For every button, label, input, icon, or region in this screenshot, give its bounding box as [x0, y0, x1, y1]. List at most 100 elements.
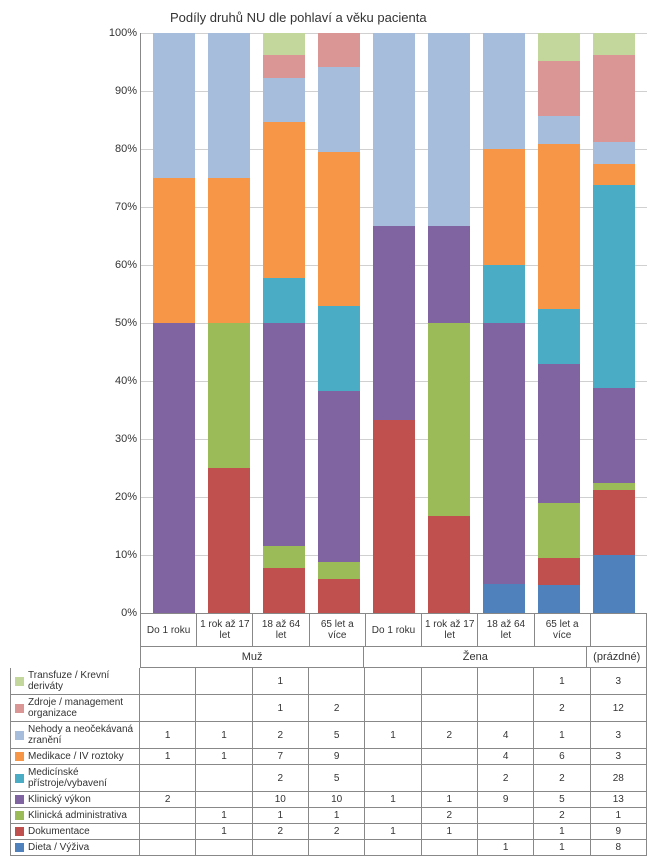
legend-row-Nehody: Nehody a neočekávaná zranění — [10, 722, 140, 749]
stacked-bar — [153, 33, 195, 613]
legend-swatch — [15, 704, 24, 713]
table-value — [196, 695, 252, 722]
bar-segment-Dokumentace — [263, 568, 305, 613]
legend-label: Transfuze / Krevní deriváty — [28, 670, 135, 692]
legend-row-Dokumentace: Dokumentace — [10, 824, 140, 840]
table-value: 1 — [253, 808, 309, 824]
table-value: 9 — [478, 792, 534, 808]
bar-segment-Medikace — [153, 178, 195, 323]
y-tick-label: 100% — [103, 27, 137, 39]
bar-segment-KlinVykon — [428, 226, 470, 323]
bar-segment-Dieta — [483, 584, 525, 613]
y-tick-label: 10% — [103, 549, 137, 561]
bar-segment-Dokumentace — [318, 579, 360, 613]
bar-segment-KlinAdmin — [593, 483, 635, 490]
bar-segment-KlinVykon — [263, 323, 305, 546]
x-group-label: Muž — [140, 647, 363, 668]
legend-swatch — [15, 811, 24, 820]
table-value: 3 — [591, 722, 647, 749]
x-category-label: 18 až 64 let — [252, 614, 308, 647]
bar-segment-Nehody — [318, 67, 360, 152]
bar-segment-KlinVykon — [483, 323, 525, 584]
bar-segment-Nehody — [373, 33, 415, 226]
table-value: 1 — [196, 808, 252, 824]
table-value: 9 — [591, 824, 647, 840]
bar-segment-Dokumentace — [373, 420, 415, 613]
x-category-label: Do 1 roku — [140, 614, 196, 647]
table-value: 5 — [309, 722, 365, 749]
table-value: 2 — [534, 808, 590, 824]
table-value — [140, 765, 196, 792]
table-value: 12 — [591, 695, 647, 722]
legend-swatch — [15, 774, 24, 783]
table-value: 1 — [140, 749, 196, 765]
bar-segment-MedPrist — [263, 278, 305, 323]
legend-label: Zdroje / management organizace — [28, 697, 135, 719]
legend-label: Medikace / IV roztoky — [28, 751, 124, 762]
table-value: 10 — [253, 792, 309, 808]
table-value — [365, 808, 421, 824]
table-value: 1 — [140, 722, 196, 749]
bar-segment-Dokumentace — [208, 468, 250, 613]
legend-row-Transfuze: Transfuze / Krevní deriváty — [10, 668, 140, 695]
table-value: 2 — [253, 722, 309, 749]
table-value: 1 — [534, 824, 590, 840]
bar-segment-Medikace — [538, 144, 580, 310]
bar-segment-KlinAdmin — [538, 503, 580, 558]
table-value — [478, 808, 534, 824]
y-tick-label: 0% — [103, 607, 137, 619]
bar-segment-KlinVykon — [373, 226, 415, 419]
table-value: 1 — [534, 722, 590, 749]
table-value — [140, 668, 196, 695]
table-value: 9 — [309, 749, 365, 765]
table-value — [196, 792, 252, 808]
table-value: 1 — [196, 749, 252, 765]
table-value — [365, 840, 421, 856]
bar-segment-KlinAdmin — [208, 323, 250, 468]
x-category-label — [590, 614, 647, 647]
table-value — [365, 765, 421, 792]
table-value — [140, 808, 196, 824]
chart-title: Podíly druhů NU dle pohlaví a věku pacie… — [10, 10, 657, 25]
table-value: 5 — [534, 792, 590, 808]
legend-swatch — [15, 731, 24, 740]
bar-segment-Nehody — [483, 33, 525, 149]
y-tick-label: 50% — [103, 317, 137, 329]
table-value — [365, 695, 421, 722]
legend-row-KlinVykon: Klinický výkon — [10, 792, 140, 808]
table-value — [309, 668, 365, 695]
bar-segment-Dieta — [593, 555, 635, 613]
bar-segment-MedPrist — [318, 306, 360, 391]
table-value: 1 — [591, 808, 647, 824]
table-value — [478, 695, 534, 722]
table-value: 28 — [591, 765, 647, 792]
bar-segment-Zdroje — [263, 55, 305, 77]
legend-row-Medikace: Medikace / IV roztoky — [10, 749, 140, 765]
legend-label: Dokumentace — [28, 826, 90, 837]
bar-segment-Medikace — [208, 178, 250, 323]
table-value — [196, 840, 252, 856]
table-value: 1 — [253, 668, 309, 695]
table-value — [422, 695, 478, 722]
table-value: 2 — [534, 695, 590, 722]
x-axis-groups: MužŽena(prázdné) — [140, 647, 647, 668]
table-value: 1 — [478, 840, 534, 856]
bar-segment-Transfuze — [593, 33, 635, 55]
table-value: 1 — [422, 792, 478, 808]
table-value: 5 — [309, 765, 365, 792]
bar-segment-Medikace — [318, 152, 360, 306]
stacked-bar — [208, 33, 250, 613]
table-value: 7 — [253, 749, 309, 765]
legend-label: Klinický výkon — [28, 794, 91, 805]
table-value: 1 — [534, 840, 590, 856]
bar-segment-Dokumentace — [428, 516, 470, 613]
table-value — [422, 765, 478, 792]
table-value — [253, 840, 309, 856]
bar-segment-KlinAdmin — [428, 323, 470, 516]
table-value: 4 — [478, 749, 534, 765]
table-value — [422, 668, 478, 695]
x-category-label: 1 rok až 17 let — [421, 614, 477, 647]
table-value: 4 — [478, 722, 534, 749]
table-value: 1 — [309, 808, 365, 824]
table-value — [365, 668, 421, 695]
